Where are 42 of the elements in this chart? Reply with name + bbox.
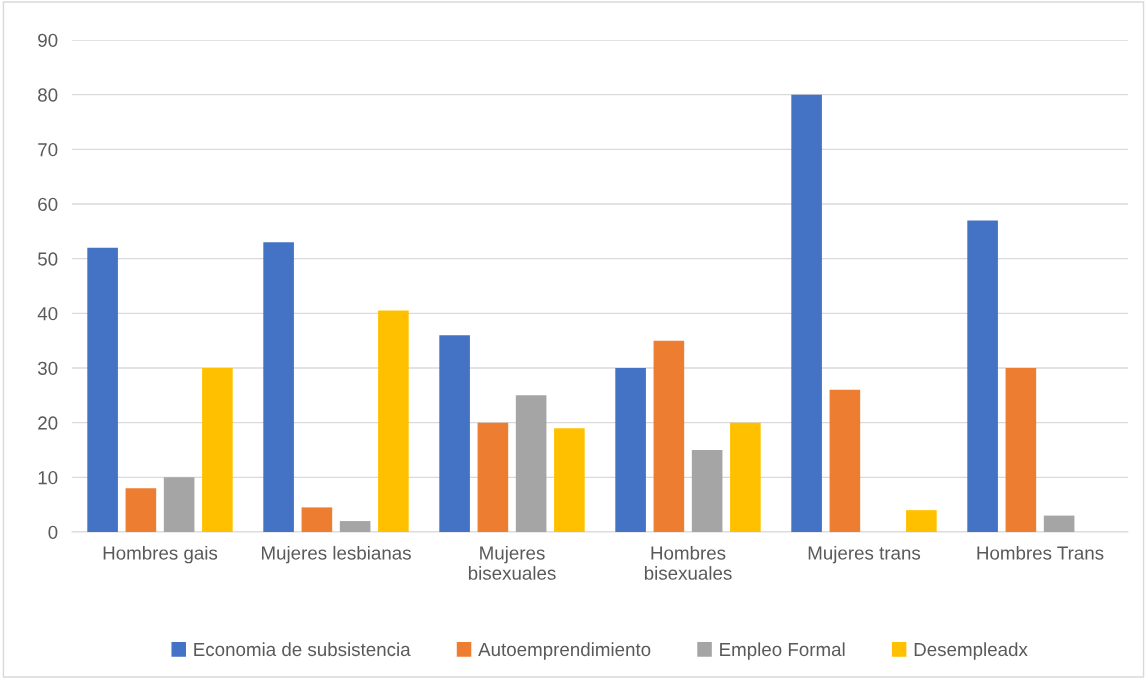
y-tick-label: 30 bbox=[37, 361, 58, 375]
bar bbox=[301, 507, 333, 532]
bar bbox=[339, 521, 371, 532]
bar bbox=[477, 422, 509, 532]
bar bbox=[615, 368, 646, 532]
legend-label: Autoemprendimiento bbox=[478, 642, 651, 660]
bar bbox=[515, 395, 547, 532]
bar bbox=[163, 477, 195, 532]
x-tick-label: Mujeres lesbianas bbox=[261, 545, 411, 564]
bar bbox=[829, 389, 861, 532]
x-tick-label: Mujeres trans bbox=[808, 545, 921, 564]
bar bbox=[730, 422, 761, 532]
bar bbox=[378, 310, 409, 532]
bar bbox=[653, 340, 685, 532]
y-tick-label: 60 bbox=[38, 197, 58, 211]
y-tick-label: 0 bbox=[48, 525, 58, 539]
x-tick-label: Hombres bisexuales bbox=[644, 545, 732, 580]
legend-label: Empleo Formal bbox=[720, 642, 845, 660]
bar bbox=[906, 510, 937, 532]
y-tick-label: 20 bbox=[38, 416, 58, 430]
x-tick-label: Mujeres bisexuales bbox=[468, 545, 556, 580]
bar bbox=[1043, 515, 1075, 532]
bar bbox=[791, 94, 822, 532]
bar bbox=[1005, 368, 1037, 532]
y-tick-label: 40 bbox=[37, 307, 58, 321]
bar bbox=[691, 450, 723, 532]
bar bbox=[439, 335, 470, 532]
y-tick-label: 80 bbox=[38, 88, 58, 102]
bar bbox=[554, 428, 585, 532]
y-tick-label: 10 bbox=[38, 471, 58, 485]
bar bbox=[967, 220, 998, 532]
x-tick-label: Hombres Trans bbox=[977, 545, 1104, 560]
bar bbox=[87, 247, 118, 532]
bar bbox=[125, 488, 157, 532]
bar bbox=[263, 242, 294, 532]
bar bbox=[202, 368, 233, 532]
legend-label: Desempleadx bbox=[914, 642, 1028, 660]
y-tick-label: 50 bbox=[38, 252, 58, 266]
x-tick-label: Hombres gais bbox=[103, 545, 218, 564]
y-tick-label: 70 bbox=[38, 143, 58, 157]
legend-label: Economia de subsistencia bbox=[194, 642, 411, 657]
y-tick-label: 90 bbox=[38, 33, 58, 47]
